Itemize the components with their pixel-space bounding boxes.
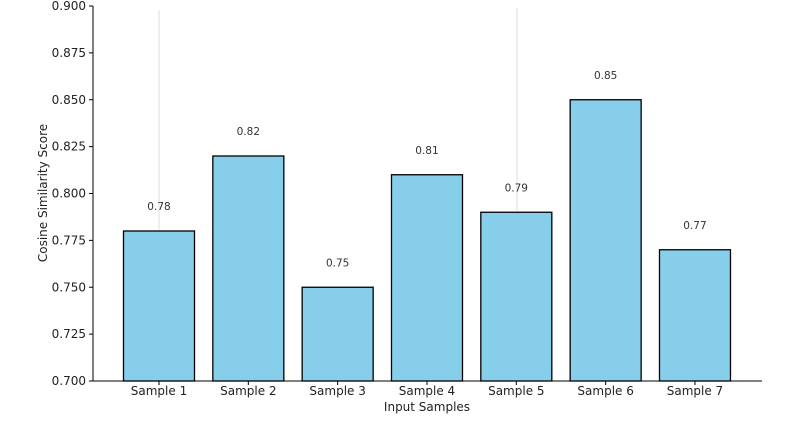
bar bbox=[301, 286, 374, 382]
x-tick-label: Sample 4 bbox=[399, 384, 455, 398]
data-labels-group: 0.78 0.82 0.75 0.81 0.79 0.85 0.77 bbox=[147, 70, 706, 270]
y-tick-label: 0.700 bbox=[52, 374, 86, 388]
y-tick-label: 0.825 bbox=[52, 140, 86, 154]
bar bbox=[658, 249, 732, 382]
y-tick-label: 0.750 bbox=[52, 280, 86, 294]
x-tick-label: Sample 7 bbox=[667, 384, 723, 398]
data-label: 0.81 bbox=[415, 145, 438, 157]
x-tick-label: Sample 5 bbox=[488, 384, 544, 398]
x-tick-label: Sample 6 bbox=[577, 384, 633, 398]
bar bbox=[212, 155, 285, 382]
y-axis-title: Cosine Similarity Score bbox=[36, 124, 50, 262]
y-tick-label: 0.725 bbox=[52, 327, 86, 341]
y-tick-label: 0.800 bbox=[52, 187, 86, 201]
x-tick-label: Sample 2 bbox=[220, 384, 276, 398]
data-label: 0.78 bbox=[147, 201, 170, 213]
y-tick-label: 0.775 bbox=[52, 233, 86, 247]
x-tick-label: Sample 3 bbox=[309, 384, 365, 398]
bar bbox=[569, 99, 642, 382]
bars-group bbox=[122, 99, 732, 382]
y-tick-label: 0.850 bbox=[52, 93, 86, 107]
y-axis: 0.700 0.725 0.750 0.775 0.800 0.825 0.850 0.875… bbox=[52, 0, 94, 388]
data-label: 0.85 bbox=[594, 70, 617, 82]
x-axis: Sample 1 Sample 2 Sample 3 Sample 4 Sample 5… bbox=[93, 380, 762, 398]
bar bbox=[390, 174, 464, 382]
data-label: 0.75 bbox=[326, 257, 349, 269]
data-label: 0.77 bbox=[683, 220, 706, 232]
data-label: 0.79 bbox=[505, 182, 528, 194]
data-label: 0.82 bbox=[237, 126, 260, 138]
y-tick-label: 0.900 bbox=[52, 0, 86, 13]
bar bbox=[122, 230, 196, 382]
x-axis-title: Input Samples bbox=[384, 400, 470, 414]
y-tick-label: 0.875 bbox=[52, 46, 86, 60]
bar bbox=[480, 211, 553, 382]
x-tick-label: Sample 1 bbox=[131, 384, 187, 398]
